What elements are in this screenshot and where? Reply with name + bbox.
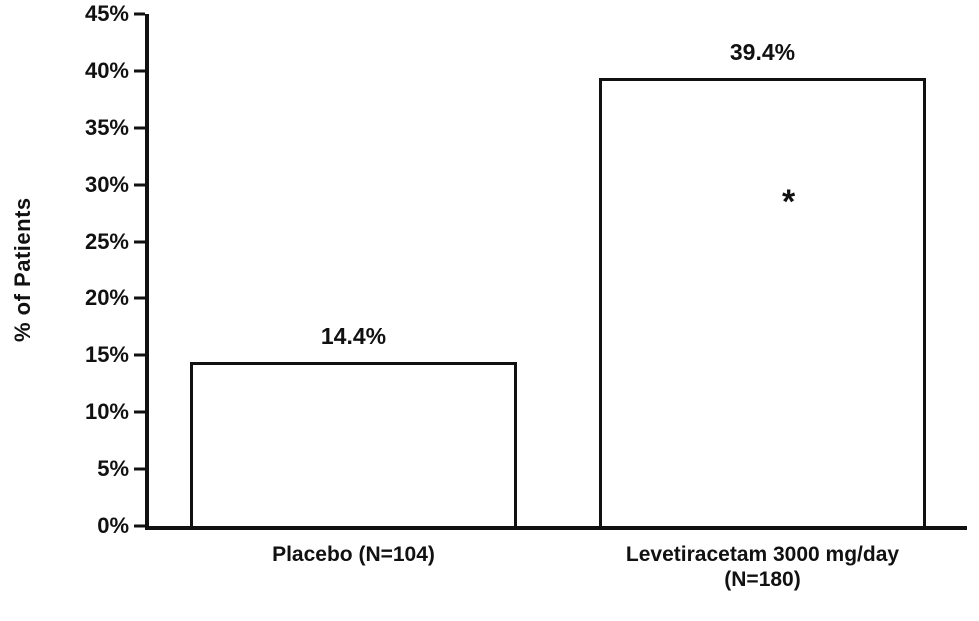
- y-tick-label: 45%: [84, 1, 129, 26]
- bar: [598, 77, 927, 526]
- y-tick-label: 40%: [84, 57, 129, 83]
- y-tick: [134, 12, 145, 16]
- y-tick-label: 30%: [84, 171, 129, 197]
- y-tick: [134, 240, 145, 244]
- y-tick: [134, 296, 145, 300]
- x-category-label: Levetiracetam 3000 mg/day (N=180): [625, 543, 900, 592]
- plot-area: 0% 5% 10% 15% 20% 25% 30% 35% 40% 45% 14.4% Placebo…: [85, 3, 967, 591]
- y-tick-label: 25%: [84, 228, 129, 254]
- x-category-label: Placebo (N=104): [272, 543, 435, 566]
- bar: [189, 362, 518, 526]
- y-tick: [134, 69, 145, 73]
- y-tick-label: 10%: [84, 399, 129, 425]
- y-tick-label: 5%: [97, 456, 129, 482]
- bar-value-label: 39.4%: [729, 38, 796, 65]
- y-tick-label: 20%: [84, 285, 129, 311]
- y-axis-title: % of Patients: [10, 197, 35, 343]
- y-tick: [134, 353, 145, 357]
- y-tick: [134, 183, 145, 187]
- y-tick: [134, 410, 145, 414]
- y-tick: [134, 126, 145, 130]
- y-tick-label: 35%: [84, 114, 129, 140]
- y-tick: [134, 467, 145, 471]
- bar-value-label: 14.4%: [320, 323, 387, 350]
- y-tick: [134, 524, 145, 528]
- y-tick-label: 15%: [84, 342, 129, 368]
- significance-asterisk: *: [782, 182, 796, 221]
- y-tick-label: 0%: [97, 513, 129, 538]
